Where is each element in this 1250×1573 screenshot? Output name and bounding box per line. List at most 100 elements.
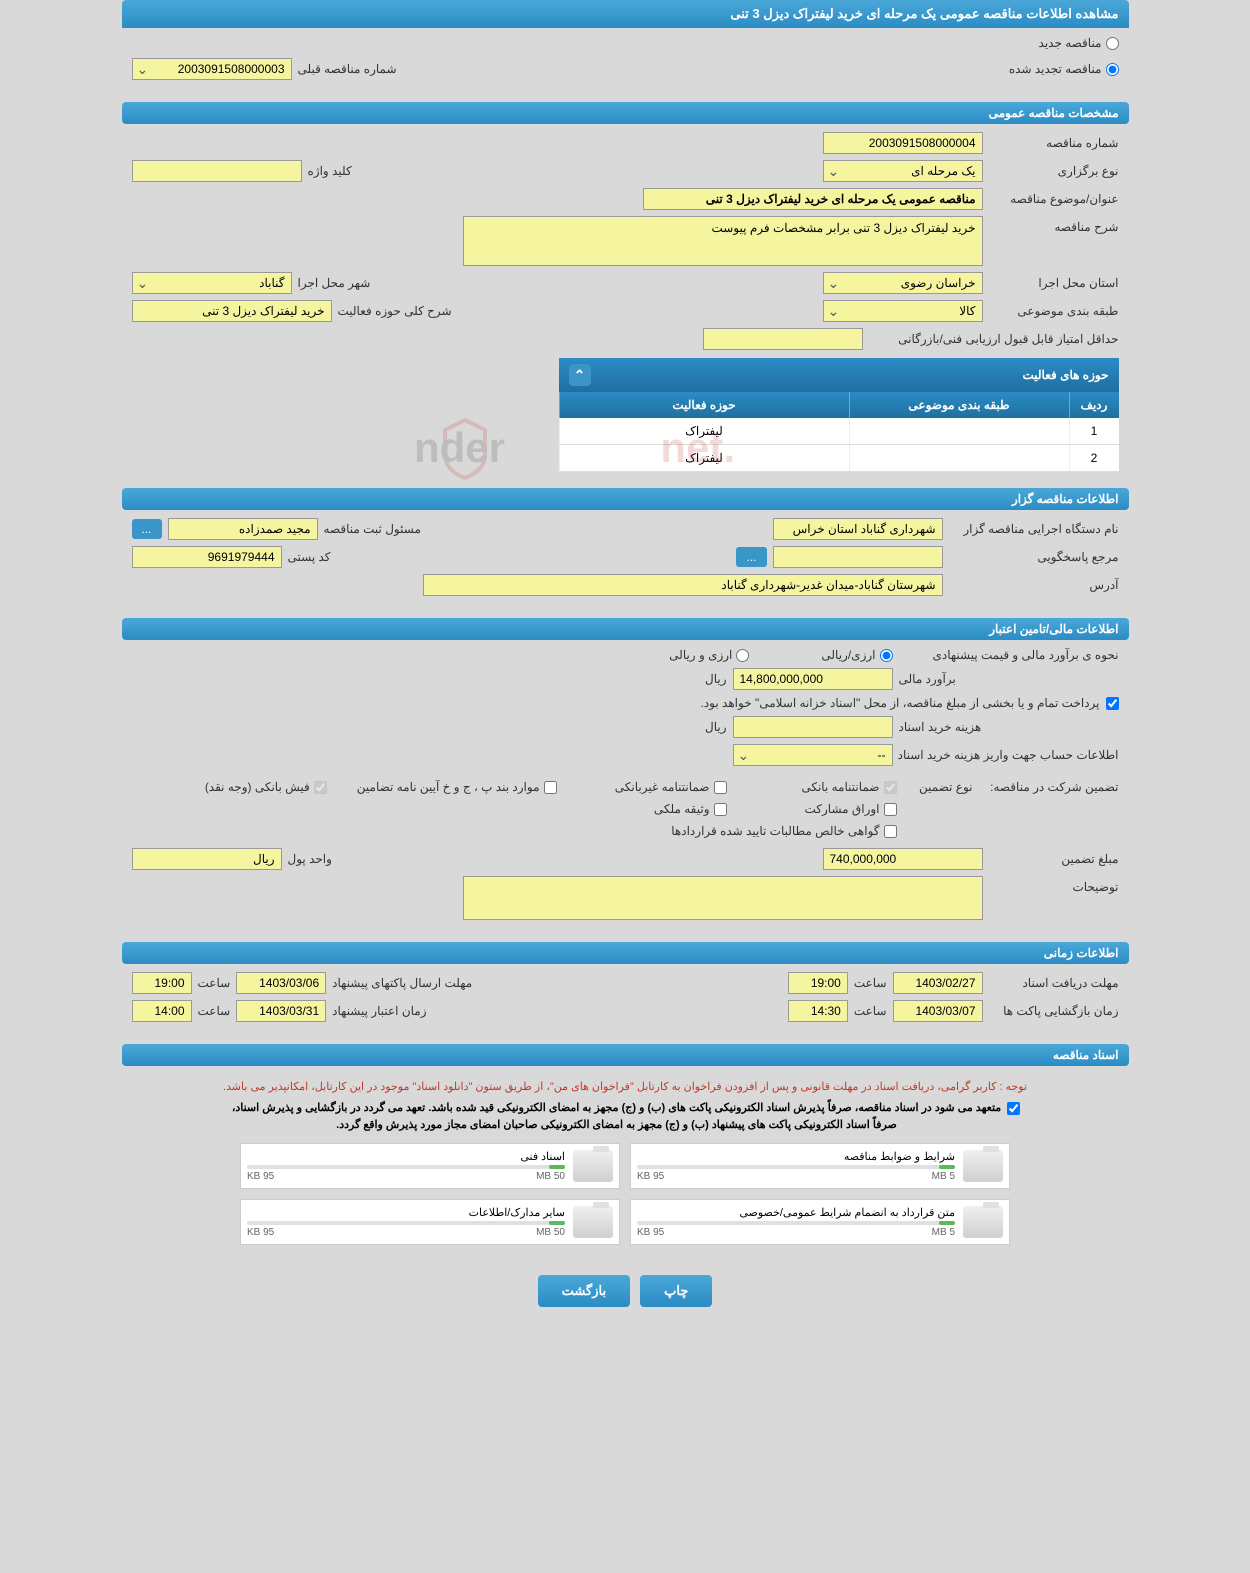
cb-nonbank-guarantee[interactable] xyxy=(714,781,727,794)
category-select[interactable]: کالا xyxy=(823,300,983,322)
estimate-field: 14,800,000,000 xyxy=(733,668,893,690)
org-label: نام دستگاه اجرایی مناقصه گزار xyxy=(949,522,1119,536)
guarantee-amount-label: مبلغ تضمین xyxy=(989,852,1119,866)
collapse-icon[interactable]: ⌃ xyxy=(569,364,591,386)
responder-field[interactable] xyxy=(773,546,943,568)
province-label: استان محل اجرا xyxy=(989,276,1119,290)
label-renewed-tender: مناقصه تجدید شده xyxy=(1009,62,1102,76)
time-label-2: ساعت xyxy=(198,976,231,990)
cb-bank-receipt[interactable] xyxy=(314,781,327,794)
registrar-label: مسئول ثبت مناقصه xyxy=(324,522,421,536)
currency-rial-label: ارزی و ریالی xyxy=(669,648,732,662)
guarantee-amount-field: 740,000,000 xyxy=(823,848,983,870)
cb-property-deed[interactable] xyxy=(714,803,727,816)
docs-note-black1: متعهد می شود در اسناد مناقصه، صرفاً پذیر… xyxy=(230,1099,1003,1116)
prev-number-label: شماره مناقصه قبلی xyxy=(298,62,397,76)
currency-unit: ریال xyxy=(705,672,727,686)
doc-cost-field[interactable] xyxy=(733,716,893,738)
notes-label: توضیحات xyxy=(989,876,1119,894)
proposal-send-label: مهلت ارسال پاکتهای پیشنهاد xyxy=(332,976,472,990)
notes-field[interactable] xyxy=(463,876,983,920)
keyword-field[interactable] xyxy=(132,160,302,182)
label-new-tender: مناقصه جدید xyxy=(1039,36,1102,50)
city-label: شهر محل اجرا xyxy=(298,276,371,290)
payment-note-checkbox[interactable] xyxy=(1106,697,1119,710)
time-label-4: ساعت xyxy=(198,1004,231,1018)
radio-renewed-tender[interactable] xyxy=(1106,63,1119,76)
doc-item[interactable]: شرایط و ضوابط مناقصه 5 MB95 KB xyxy=(630,1143,1010,1189)
tender-number-label: شماره مناقصه xyxy=(989,136,1119,150)
province-select[interactable]: خراسان رضوی xyxy=(823,272,983,294)
cb-participation-bonds[interactable] xyxy=(884,803,897,816)
responder-more-button[interactable]: ... xyxy=(736,547,766,567)
cb-net-receivables[interactable] xyxy=(884,825,897,838)
min-score-field[interactable] xyxy=(703,328,863,350)
section-holder: اطلاعات مناقصه گزار xyxy=(122,488,1129,510)
proposal-send-time: 19:00 xyxy=(132,972,192,994)
activity-desc-field: خرید لیفتراک دیزل 3 تنی xyxy=(132,300,332,322)
radio-rial[interactable] xyxy=(880,649,893,662)
money-unit-field: ریال xyxy=(132,848,282,870)
description-field[interactable]: خرید لیفتراک دیزل 3 تنی برابر مشخصات فرم… xyxy=(463,216,983,266)
org-field: شهرداری گناباد استان خراس xyxy=(773,518,943,540)
subject-field: مناقصه عمومی یک مرحله ای خرید لیفتراک دی… xyxy=(643,188,983,210)
estimate-label: برآورد مالی xyxy=(899,672,1119,686)
city-select[interactable]: گناباد xyxy=(132,272,292,294)
holding-type-label: نوع برگزاری xyxy=(989,164,1119,178)
cb-other-items[interactable] xyxy=(544,781,557,794)
holding-type-select[interactable]: یک مرحله ای xyxy=(823,160,983,182)
guarantee-type-label: نوع تضمین xyxy=(903,780,973,794)
payment-note: پرداخت تمام و یا بخشی از مبلغ مناقصه، از… xyxy=(701,696,1100,710)
print-button[interactable]: چاپ xyxy=(640,1275,712,1307)
tender-number-field: 2003091508000004 xyxy=(823,132,983,154)
folder-icon xyxy=(573,1150,613,1182)
envelope-open-time: 14:30 xyxy=(788,1000,848,1022)
proposal-send-date: 1403/03/06 xyxy=(236,972,326,994)
description-label: شرح مناقصه xyxy=(989,216,1119,234)
doc-cost-unit: ریال xyxy=(705,720,727,734)
cb-bank-guarantee[interactable] xyxy=(884,781,897,794)
folder-icon xyxy=(963,1206,1003,1238)
category-label: طبقه بندی موضوعی xyxy=(989,304,1119,318)
docs-note-red: توجه : کاربر گرامی، دریافت اسناد در مهلت… xyxy=(132,1074,1119,1099)
doc-item[interactable]: متن قرارداد به انضمام شرایط عمومی/خصوصی … xyxy=(630,1199,1010,1245)
address-field: شهرستان گناباد-میدان غدیر-شهرداری گناباد xyxy=(423,574,943,596)
radio-currency-rial[interactable] xyxy=(736,649,749,662)
folder-icon xyxy=(963,1150,1003,1182)
postal-label: کد پستی xyxy=(288,550,331,564)
keyword-label: کلید واژه xyxy=(308,164,352,178)
doc-item[interactable]: سایر مدارک/اطلاعات 50 MB95 KB xyxy=(240,1199,620,1245)
doc-receive-time: 19:00 xyxy=(788,972,848,994)
envelope-open-date: 1403/03/07 xyxy=(893,1000,983,1022)
docs-commitment-checkbox[interactable] xyxy=(1007,1102,1020,1115)
doc-item[interactable]: اسناد فنی 50 MB95 KB xyxy=(240,1143,620,1189)
min-score-label: حداقل امتیاز قابل قبول ارزیابی فنی/بازرگ… xyxy=(869,332,1119,346)
col-activity: حوزه فعالیت xyxy=(559,392,849,418)
doc-cost-label: هزینه خرید اسناد xyxy=(899,720,1119,734)
section-timing: اطلاعات زمانی xyxy=(122,942,1129,964)
proposal-validity-time: 14:00 xyxy=(132,1000,192,1022)
subject-label: عنوان/موضوع مناقصه xyxy=(989,192,1119,206)
back-button[interactable]: بازگشت xyxy=(538,1275,630,1307)
page-title: مشاهده اطلاعات مناقصه عمومی یک مرحله ای … xyxy=(122,0,1129,28)
section-financial: اطلاعات مالی/تامین اعتبار xyxy=(122,618,1129,640)
estimate-type-label: نحوه ی برآورد مالی و قیمت پیشنهادی xyxy=(899,648,1119,662)
account-info-label: اطلاعات حساب جهت واریز هزینه خرید اسناد xyxy=(899,748,1119,762)
envelope-open-label: زمان بازگشایی پاکت ها xyxy=(989,1004,1119,1018)
doc-name: سایر مدارک/اطلاعات xyxy=(247,1206,565,1219)
guarantee-participation-label: تضمین شرکت در مناقصه: xyxy=(979,780,1119,794)
doc-name: شرایط و ضوابط مناقصه xyxy=(637,1150,955,1163)
time-label-1: ساعت xyxy=(854,976,887,990)
section-docs: اسناد مناقصه xyxy=(122,1044,1129,1066)
col-row: ردیف xyxy=(1069,392,1119,418)
more-button[interactable]: ... xyxy=(132,519,162,539)
docs-note-black2: صرفاً اسناد الکترونیکی پاکت های پیشنهاد … xyxy=(230,1116,1003,1133)
doc-receive-date: 1403/02/27 xyxy=(893,972,983,994)
prev-number-select[interactable]: 2003091508000003 xyxy=(132,58,292,80)
section-general: مشخصات مناقصه عمومی xyxy=(122,102,1129,124)
table-row: 1 لیفتراک xyxy=(559,418,1119,445)
radio-new-tender[interactable] xyxy=(1106,37,1119,50)
account-info-select[interactable]: -- xyxy=(733,744,893,766)
col-category: طبقه بندی موضوعی xyxy=(849,392,1069,418)
responder-label: مرجع پاسخگویی xyxy=(949,550,1119,564)
